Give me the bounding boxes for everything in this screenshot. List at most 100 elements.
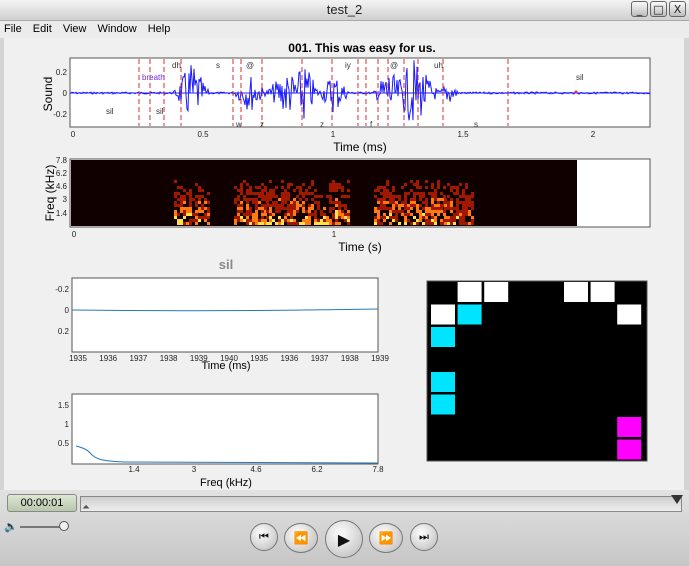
fast-forward-button[interactable]: ⏩	[369, 523, 403, 553]
spectrogram-cell	[287, 186, 290, 189]
spectrogram-cell	[383, 216, 386, 219]
spectrogram-cell	[398, 195, 401, 198]
menu-view[interactable]: View	[62, 23, 87, 35]
spectrogram-cell	[374, 222, 377, 225]
spectrogram-cell	[380, 204, 383, 207]
menu-file[interactable]: File	[4, 23, 22, 35]
speaker-icon[interactable]: 🔈	[4, 521, 18, 533]
grid-cell	[431, 372, 455, 392]
spectrogram-cell	[249, 198, 252, 201]
spectrogram-cell	[347, 219, 350, 222]
spectrogram-cell	[183, 201, 186, 204]
spectrogram-cell	[471, 222, 474, 225]
menu-edit[interactable]: Edit	[32, 23, 52, 35]
spectrogram-cell	[338, 216, 341, 219]
spectrogram-xtick: 1	[332, 230, 337, 239]
spectrogram-cell	[284, 216, 287, 219]
spectrogram-cell	[266, 210, 269, 213]
spectrogram-cell	[434, 204, 437, 207]
spectrogram-cell	[252, 213, 255, 216]
spectrogram-cell	[447, 216, 450, 219]
spectrogram-cell	[281, 222, 284, 225]
grid-cell	[457, 282, 482, 302]
spectrogram-cell	[195, 213, 198, 216]
volume-slider[interactable]	[20, 526, 66, 528]
end-marker-icon[interactable]	[671, 495, 683, 504]
spectrogram-cell	[398, 204, 401, 207]
spectrogram-cell	[347, 210, 350, 213]
close-button[interactable]: X	[669, 1, 686, 17]
spectrogram-cell	[332, 189, 335, 192]
spectrogram-cell	[258, 195, 261, 198]
spectrogram-cell	[440, 198, 443, 201]
spectrogram-cell	[389, 201, 392, 204]
timeline-scrubber[interactable]	[80, 495, 683, 512]
maximize-button[interactable]: □	[650, 1, 667, 17]
spectrogram-cell	[296, 204, 299, 207]
rewind-button[interactable]: ⏪	[284, 523, 318, 553]
spectrogram-cell	[299, 192, 302, 195]
spectrogram-cell	[237, 213, 240, 216]
skip-back-button[interactable]: ⏮	[250, 523, 278, 551]
spectrogram-cell	[269, 204, 272, 207]
spectrogram-cell	[398, 222, 401, 225]
spectrogram-cell	[422, 213, 425, 216]
spectrogram-cell	[186, 222, 189, 225]
spectrogram-cell	[380, 186, 383, 189]
phoneme-label: w	[235, 120, 242, 129]
minimize-button[interactable]: _	[631, 1, 648, 17]
spectrogram-cell	[264, 204, 267, 207]
spectrogram-cell	[383, 201, 386, 204]
spectrogram-cell	[332, 216, 335, 219]
segment-xlabel: Time (ms)	[201, 360, 250, 372]
menu-window[interactable]: Window	[97, 23, 137, 35]
spectrogram-cell	[462, 201, 465, 204]
spectrogram-cell	[311, 198, 314, 201]
menu-help[interactable]: Help	[147, 23, 171, 35]
segment-xtick: 1938	[160, 354, 178, 363]
spectrogram-cell	[195, 204, 198, 207]
phoneme-label: s	[216, 61, 220, 70]
spectrogram-cell	[201, 210, 204, 213]
spectrogram-cell	[413, 216, 416, 219]
grid-cell	[617, 439, 642, 460]
spectrogram-cell	[255, 210, 258, 213]
spectrogram-cell	[272, 195, 275, 198]
spectrogram-cell	[416, 192, 419, 195]
spectrogram-cell	[471, 192, 474, 195]
spectrogram-cell	[456, 207, 459, 210]
spectrogram-cell	[246, 192, 249, 195]
spectrogram-cell	[311, 192, 314, 195]
segment-xtick: 1936	[99, 354, 117, 363]
spectrogram-cell	[174, 201, 177, 204]
play-button[interactable]: ▶	[325, 520, 363, 558]
spectrogram-cell	[252, 216, 255, 219]
spectrogram-cell	[278, 210, 281, 213]
spectrogram-cell	[249, 186, 252, 189]
spectrogram-cell	[431, 201, 434, 204]
spectrogram-cell	[338, 222, 341, 225]
segment-ytick: 0	[65, 306, 70, 315]
spectrogram-cell	[344, 219, 347, 222]
spectrogram-cell	[447, 195, 450, 198]
playhead-icon[interactable]: ⏶	[82, 502, 90, 513]
spectrogram-cell	[434, 192, 437, 195]
spectrogram-cell	[329, 183, 332, 186]
transport-bar: 00:00:01 ⏶ 🔈 ⏮ ⏪ ▶ ⏩ ⏭	[0, 490, 689, 566]
spectrogram-cell	[177, 186, 180, 189]
spectrogram-cell	[471, 219, 474, 222]
skip-forward-button[interactable]: ⏭	[410, 523, 438, 551]
spectrum-xtick: 6.2	[311, 465, 323, 474]
spectrogram-cell	[180, 210, 183, 213]
spectrogram-cell	[347, 195, 350, 198]
spectrogram-cell	[447, 207, 450, 210]
spectrogram-cell	[386, 183, 389, 186]
spectrogram-cell	[314, 195, 317, 198]
spectrogram-cell	[468, 195, 471, 198]
segment-ytick: 0.2	[58, 327, 70, 336]
volume-knob[interactable]	[59, 521, 69, 531]
spectrogram-cell	[299, 222, 302, 225]
spectrogram-cell	[335, 198, 338, 201]
spectrogram-cell	[453, 216, 456, 219]
spectrogram-cell	[266, 216, 269, 219]
